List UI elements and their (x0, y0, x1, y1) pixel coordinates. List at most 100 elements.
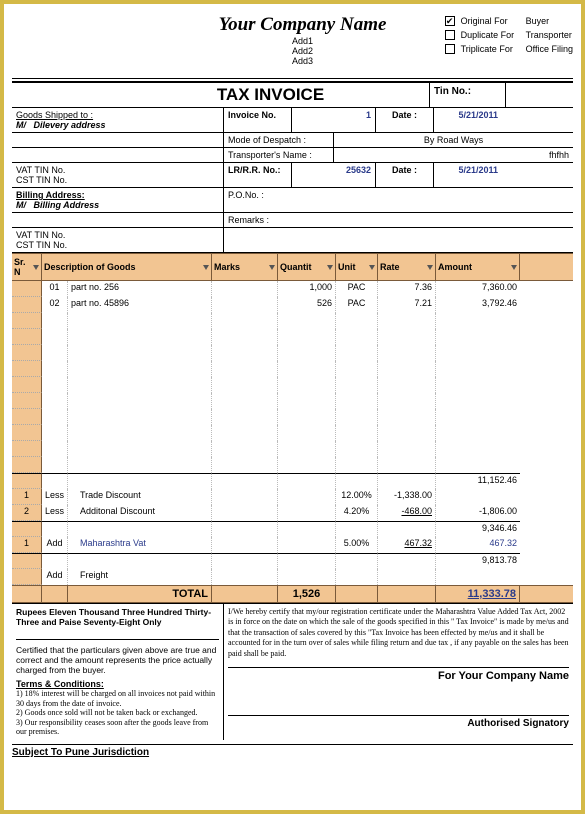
dropdown-icon (427, 265, 433, 270)
ship-prefix: M/ (16, 120, 26, 130)
after-discount: 9,346.46 (436, 521, 520, 537)
tax-desc: Maharashtra Vat (68, 537, 212, 553)
invoice-no: 1 (292, 108, 376, 132)
terms-list: 1) 18% interest will be charged on all i… (16, 689, 219, 737)
item-qty: 526 (278, 297, 336, 313)
checkbox-triplicate[interactable] (445, 44, 455, 54)
billing-label: Billing Address: (16, 190, 85, 200)
billing-prefix: M/ (16, 200, 26, 210)
lr-value: 25632 (292, 163, 376, 187)
total-qty: 1,526 (278, 586, 336, 602)
footer-left: Rupees Eleven Thousand Three Hundred Thi… (12, 604, 224, 740)
copy-duplicate: Duplicate For Transporter (445, 28, 573, 42)
billing-value: Billing Address (34, 200, 100, 210)
declaration: I/We hereby certify that my/our registra… (228, 607, 569, 659)
tax-bal: 467.32 (436, 537, 520, 553)
remarks-label: Remarks : (224, 213, 573, 227)
item-row: 01 part no. 256 1,000 PAC 7.36 7,360.00 (12, 281, 573, 297)
after-tax: 9,813.78 (436, 553, 520, 569)
mode-label: Mode of Despatch : (224, 133, 334, 147)
dropdown-icon (269, 265, 275, 270)
tin-value (505, 83, 573, 107)
total-row: TOTAL 1,526 11,333.78 (12, 585, 573, 603)
tax-pct: 5.00% (336, 537, 378, 553)
terms-heading: Terms & Conditions: (16, 679, 219, 689)
item-qty: 1,000 (278, 281, 336, 297)
item-row: 02 part no. 45896 526 PAC 7.21 3,792.46 (12, 297, 573, 313)
document-title: TAX INVOICE (12, 83, 429, 107)
transporter-value: fhfhh (334, 148, 573, 162)
dropdown-icon (33, 265, 39, 270)
discount-pct: 4.20% (336, 505, 378, 521)
item-no: 02 (42, 297, 68, 313)
lr-date-label: Date : (376, 163, 434, 187)
copy-dest: Buyer (526, 16, 550, 26)
dropdown-icon (511, 265, 517, 270)
checkbox-duplicate[interactable] (445, 30, 455, 40)
subtotal-row: 11,152.46 (12, 473, 573, 489)
for-company: For Your Company Name (228, 667, 569, 683)
date-label: Date : (376, 108, 434, 132)
discount-pct: 12.00% (336, 489, 378, 505)
total-label: TOTAL (68, 586, 212, 602)
col-desc[interactable]: Description of Goods (42, 254, 212, 280)
discount-val: -468.00 (378, 505, 436, 521)
copy-dest: Transporter (526, 30, 572, 40)
transporter-label: Transporter's Name : (224, 148, 334, 162)
mode-value: By Road Ways (334, 133, 573, 147)
cert-text: Certified that the particulars given abo… (16, 642, 219, 675)
term-item: 2) Goods once sold will not be taken bac… (16, 708, 219, 718)
col-qty[interactable]: Quantit (278, 254, 336, 280)
invoice-no-label: Invoice No. (224, 108, 292, 132)
invoice-date: 5/21/2011 (434, 108, 502, 132)
discount-desc: Additonal Discount (68, 505, 212, 521)
vat-tin-label-2: VAT TIN No. (16, 230, 65, 240)
freight-row: Add Freight (12, 569, 573, 585)
copy-label: Duplicate For (461, 30, 526, 40)
term-item: 1) 18% interest will be charged on all i… (16, 689, 219, 708)
invoice-footer: Rupees Eleven Thousand Three Hundred Thi… (12, 603, 573, 740)
tin-label: Tin No.: (429, 83, 505, 107)
item-unit: PAC (336, 281, 378, 297)
copy-dest: Office Filing (526, 44, 573, 54)
cst-tin-label: CST TIN No. (16, 175, 67, 185)
footer-right: I/We hereby certify that my/our registra… (224, 604, 573, 740)
discount-desc: Trade Discount (68, 489, 212, 505)
copy-triplicate: Triplicate For Office Filing (445, 42, 573, 56)
item-amount: 7,360.00 (436, 281, 520, 297)
col-unit[interactable]: Unit (336, 254, 378, 280)
items-body: 01 part no. 256 1,000 PAC 7.36 7,360.00 … (12, 281, 573, 585)
invoice-page: Your Company Name Add1 Add2 Add3 ✔ Origi… (0, 0, 585, 814)
jurisdiction: Subject To Pune Jurisdiction (12, 744, 573, 758)
lr-date: 5/21/2011 (434, 163, 502, 187)
item-unit: PAC (336, 297, 378, 313)
invoice-info: Goods Shipped to : M/ Dilevery address I… (12, 108, 573, 253)
tax-val: 467.32 (378, 537, 436, 553)
checkbox-original[interactable]: ✔ (445, 16, 455, 26)
dropdown-icon (369, 265, 375, 270)
item-desc: part no. 45896 (68, 297, 212, 313)
col-amt[interactable]: Amount (436, 254, 520, 280)
freight-label: Freight (68, 569, 212, 585)
cst-tin-label-2: CST TIN No. (16, 240, 67, 250)
title-row: TAX INVOICE Tin No.: (12, 83, 573, 108)
po-label: P.O.No. : (224, 188, 573, 212)
copy-original: ✔ Original For Buyer (445, 14, 573, 28)
col-sr[interactable]: Sr. N (12, 254, 42, 280)
amount-in-words: Rupees Eleven Thousand Three Hundred Thi… (16, 607, 219, 637)
item-no: 01 (42, 281, 68, 297)
discount-bal: -1,806.00 (436, 505, 520, 521)
subtotal-amount: 11,152.46 (436, 473, 520, 489)
col-rate[interactable]: Rate (378, 254, 436, 280)
tax-row: 1 Add Maharashtra Vat 5.00% 467.32 467.3… (12, 537, 573, 553)
copy-options: ✔ Original For Buyer Duplicate For Trans… (445, 14, 573, 56)
ship-value: Dilevery address (34, 120, 106, 130)
discount-val: -1,338.00 (378, 489, 436, 505)
invoice-header: Your Company Name Add1 Add2 Add3 ✔ Origi… (12, 14, 573, 74)
company-addr3: Add3 (12, 56, 573, 66)
total-amount: 11,333.78 (436, 586, 520, 602)
col-marks[interactable]: Marks (212, 254, 278, 280)
discount-row: 1 Less Trade Discount 12.00% -1,338.00 (12, 489, 573, 505)
item-rate: 7.36 (378, 281, 436, 297)
after-discount-row: 9,346.46 (12, 521, 573, 537)
